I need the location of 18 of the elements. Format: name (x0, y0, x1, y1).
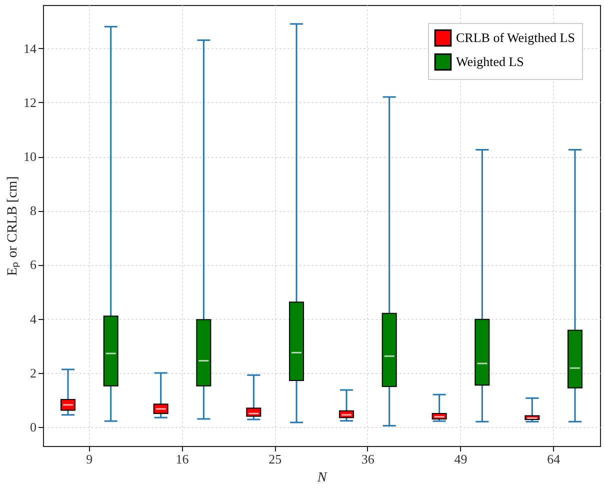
x-tick-label: 36 (361, 452, 375, 466)
x-tick-label: 9 (86, 452, 93, 466)
y-tick-label: 14 (24, 40, 37, 56)
x-tick-label: 49 (454, 452, 468, 466)
y-tick-label: 6 (30, 257, 37, 272)
y-tick-label: 2 (30, 365, 36, 380)
y-tick-label: 12 (24, 94, 36, 110)
x-axis-title: N (316, 470, 328, 486)
x-tick-label: 64 (547, 452, 561, 466)
y-tick-label: 8 (30, 203, 36, 218)
legend-label: CRLB of Weigthed LS (456, 30, 575, 45)
x-tick-label: 16 (176, 452, 190, 466)
y-tick-label: 0 (30, 420, 36, 435)
y-tick-label: 4 (30, 311, 37, 326)
y-tick-label: 10 (24, 149, 36, 164)
x-tick-label: 25 (268, 452, 282, 466)
y-axis-title: Eₚ or CRLB [cm] (6, 176, 20, 276)
legend-label: Weighted LS (456, 54, 524, 69)
